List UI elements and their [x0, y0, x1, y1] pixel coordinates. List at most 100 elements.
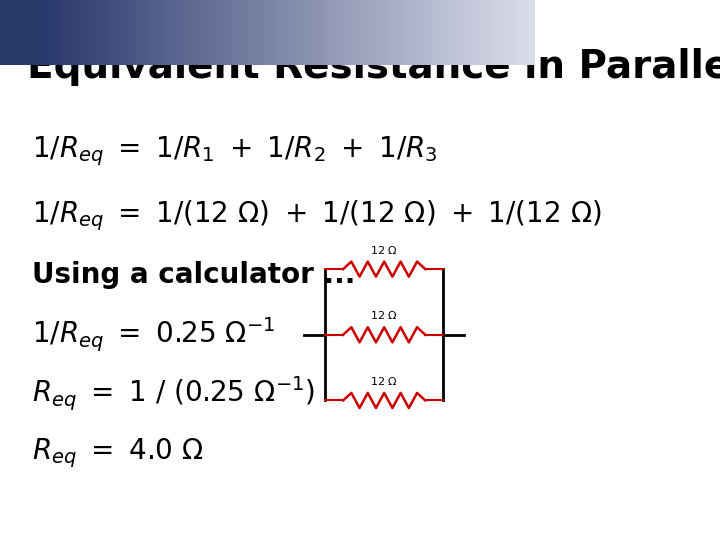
Bar [445, 0, 451, 65]
Bar [328, 0, 333, 65]
Bar [274, 0, 279, 65]
Bar [175, 0, 181, 65]
Bar [469, 0, 476, 65]
Text: 12 $\Omega$: 12 $\Omega$ [370, 309, 398, 321]
Bar [303, 0, 309, 65]
Bar [342, 0, 348, 65]
Bar [490, 0, 495, 65]
Bar [396, 0, 402, 65]
Bar [323, 0, 328, 65]
Bar [420, 0, 427, 65]
Bar [249, 0, 255, 65]
Bar [372, 0, 377, 65]
Bar [269, 0, 274, 65]
Bar [318, 0, 323, 65]
Bar [190, 0, 196, 65]
Bar [391, 0, 397, 65]
Bar [258, 0, 265, 65]
Bar [121, 0, 127, 65]
Bar [312, 0, 319, 65]
Bar [465, 0, 471, 65]
Bar [87, 0, 93, 65]
Bar [96, 0, 103, 65]
Bar [347, 0, 353, 65]
Bar [145, 0, 152, 65]
Text: $1/R_{eq}\ =\ 0.25\ \Omega^{-1}$: $1/R_{eq}\ =\ 0.25\ \Omega^{-1}$ [32, 315, 275, 354]
Text: 12 $\Omega$: 12 $\Omega$ [370, 375, 398, 387]
Bar [215, 0, 220, 65]
Bar [117, 0, 122, 65]
Bar [234, 0, 240, 65]
Bar [504, 0, 510, 65]
Bar [450, 0, 456, 65]
Bar [499, 0, 505, 65]
Bar [131, 0, 137, 65]
Text: Equivalent Resistance in Parallel: Equivalent Resistance in Parallel [27, 49, 720, 86]
Bar [514, 0, 520, 65]
Bar [161, 0, 166, 65]
Bar [199, 0, 206, 65]
Bar [298, 0, 304, 65]
Bar [42, 0, 49, 65]
Bar [180, 0, 186, 65]
Text: 12 $\Omega$: 12 $\Omega$ [370, 244, 398, 255]
Bar [441, 0, 446, 65]
Bar [406, 0, 412, 65]
Bar [333, 0, 338, 65]
Bar [150, 0, 157, 65]
Bar [460, 0, 466, 65]
Bar [185, 0, 191, 65]
Bar [53, 0, 58, 65]
Bar [171, 0, 176, 65]
Bar [48, 0, 53, 65]
Text: $R_{eq}\ =\ 4.0\ \Omega$: $R_{eq}\ =\ 4.0\ \Omega$ [32, 437, 204, 470]
Text: $1/R_{eq}\ =\ 1/R_1\ +\ 1/R_2\ +\ 1/R_3$: $1/R_{eq}\ =\ 1/R_1\ +\ 1/R_2\ +\ 1/R_3$ [32, 134, 438, 168]
Bar [415, 0, 422, 65]
Bar [58, 0, 63, 65]
Bar [77, 0, 83, 65]
Bar [366, 0, 373, 65]
Bar [253, 0, 260, 65]
Bar [63, 0, 68, 65]
Bar [0, 0, 42, 65]
Bar [204, 0, 211, 65]
Bar [387, 0, 392, 65]
Bar [239, 0, 245, 65]
Bar [264, 0, 269, 65]
Bar [337, 0, 343, 65]
Bar [136, 0, 142, 65]
Bar [82, 0, 88, 65]
Bar [229, 0, 235, 65]
Bar [523, 0, 530, 65]
Bar [411, 0, 417, 65]
Bar [307, 0, 314, 65]
Bar [509, 0, 515, 65]
Bar [474, 0, 481, 65]
Bar [220, 0, 225, 65]
Bar [67, 0, 73, 65]
Bar [436, 0, 441, 65]
Bar [107, 0, 112, 65]
Bar [166, 0, 171, 65]
Bar [283, 0, 289, 65]
Bar [210, 0, 215, 65]
Bar [455, 0, 461, 65]
Bar [288, 0, 294, 65]
Text: $R_{eq}\ =\ 1\ /\ (0.25\ \Omega^{-1})$: $R_{eq}\ =\ 1\ /\ (0.25\ \Omega^{-1})$ [32, 375, 315, 414]
Bar [225, 0, 230, 65]
Bar [141, 0, 147, 65]
Bar [126, 0, 132, 65]
Bar [377, 0, 382, 65]
Bar [519, 0, 525, 65]
Bar [195, 0, 201, 65]
Bar [91, 0, 98, 65]
Bar [401, 0, 407, 65]
Bar [528, 0, 535, 65]
Bar [102, 0, 107, 65]
Bar [382, 0, 387, 65]
Bar [352, 0, 358, 65]
Bar [244, 0, 250, 65]
Bar [357, 0, 363, 65]
Bar [156, 0, 161, 65]
Bar [431, 0, 436, 65]
